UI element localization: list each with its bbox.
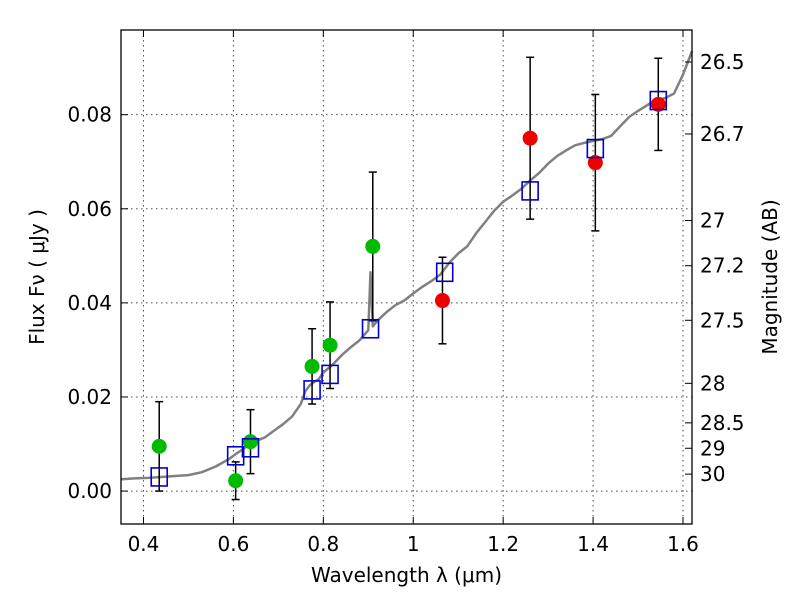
y-tick-label: 0.06 xyxy=(67,197,112,221)
photometry-point xyxy=(322,337,338,353)
photometry-point xyxy=(242,434,258,450)
x-tick-label: 1.2 xyxy=(487,532,519,556)
right-tick-label: 29 xyxy=(700,436,725,460)
right-tick-label: 27.2 xyxy=(700,254,745,278)
model-points-layer xyxy=(150,90,668,487)
photometry-point xyxy=(151,438,167,454)
model-point-square xyxy=(303,380,321,400)
x-tick-label: 0.8 xyxy=(307,532,339,556)
errorbar-layer xyxy=(155,56,663,501)
photometry-point xyxy=(228,473,244,489)
model-point-square xyxy=(361,318,380,339)
x-axis-label: Wavelength λ (μm) xyxy=(311,563,502,587)
x-tick-label: 0.6 xyxy=(217,532,249,556)
x-tick-label: 1.4 xyxy=(577,532,609,556)
x-tick-label: 1.6 xyxy=(667,532,699,556)
model-point-square xyxy=(321,364,339,385)
x-tick-label: 0.4 xyxy=(128,532,160,556)
model-point-square xyxy=(435,262,454,283)
right-tick-label: 30 xyxy=(700,462,725,486)
photometry-points-layer xyxy=(151,96,666,489)
right-tick-label: 26.7 xyxy=(700,122,745,146)
y-axis-label: Flux Fν ( μJy ) xyxy=(25,209,49,345)
y-tick-label: 0.00 xyxy=(67,479,112,503)
photometry-point xyxy=(522,130,538,146)
x-tick-label: 1 xyxy=(407,532,420,556)
model-point-square xyxy=(649,90,668,111)
photometry-point xyxy=(650,96,666,112)
photometry-point xyxy=(434,293,450,309)
model-point-square xyxy=(521,181,539,201)
right-tick-label: 27 xyxy=(700,209,725,233)
right-axis-label: Magnitude (AB) xyxy=(758,199,782,354)
tick-layer: 0.4 0.6 0.8 1 1.2 1.4 1.6 0.00 0.02 0.04 0.06 0.08 2… xyxy=(67,30,745,556)
model-point-square xyxy=(241,437,260,458)
right-tick-label: 28.5 xyxy=(700,411,745,435)
y-tick-label: 0.08 xyxy=(67,103,112,127)
photometry-point xyxy=(365,238,381,254)
model-spectrum-layer xyxy=(120,50,694,481)
plot-frame xyxy=(120,29,693,525)
right-tick-label: 28 xyxy=(700,371,725,395)
photometry-point xyxy=(304,358,320,374)
model-point-square xyxy=(226,445,245,466)
model-spectrum-line xyxy=(120,50,694,481)
right-tick-label: 26.5 xyxy=(700,50,745,74)
y-tick-label: 0.02 xyxy=(67,385,112,409)
y-tick-label: 0.04 xyxy=(67,291,112,315)
model-point-square xyxy=(586,138,605,159)
photometry-point xyxy=(587,155,603,171)
model-point-square xyxy=(150,467,169,487)
grid-layer xyxy=(121,30,692,524)
right-tick-label: 27.5 xyxy=(700,308,745,332)
